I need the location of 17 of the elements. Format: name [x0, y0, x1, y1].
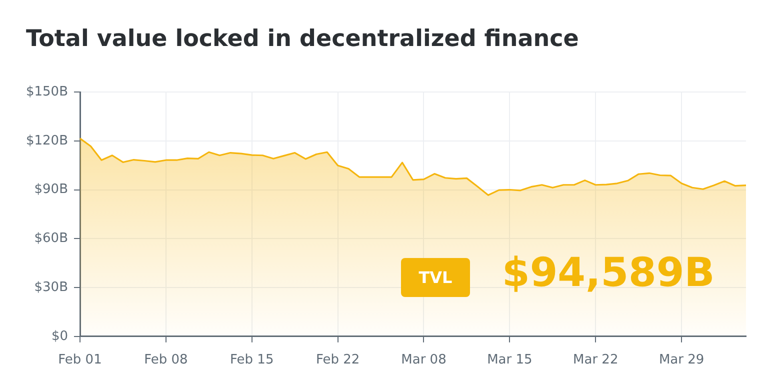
y-tick-label: $120B	[26, 133, 68, 148]
annotation: TVL	[401, 258, 470, 297]
chart-title: Total value locked in decentralized finance	[26, 26, 579, 52]
x-tick-label: Feb 08	[144, 352, 188, 368]
y-tick-label: $150B	[26, 84, 68, 100]
annotation: $94,589B	[502, 250, 715, 296]
x-tick-label: Mar 15	[487, 352, 532, 368]
y-tick-label: $60B	[34, 231, 68, 246]
y-tick-label: $30B	[34, 280, 68, 295]
y-tick-label: $0	[51, 328, 68, 344]
y-tick-label: $90B	[34, 182, 68, 198]
x-tick-label: Feb 22	[316, 352, 360, 368]
x-tick-label: Feb 01	[58, 352, 102, 368]
x-tick-label: Mar 08	[401, 352, 446, 368]
x-tick-label: Mar 22	[573, 352, 618, 368]
x-tick-label: Feb 15	[230, 352, 274, 368]
x-tick-label: Mar 29	[658, 352, 704, 368]
